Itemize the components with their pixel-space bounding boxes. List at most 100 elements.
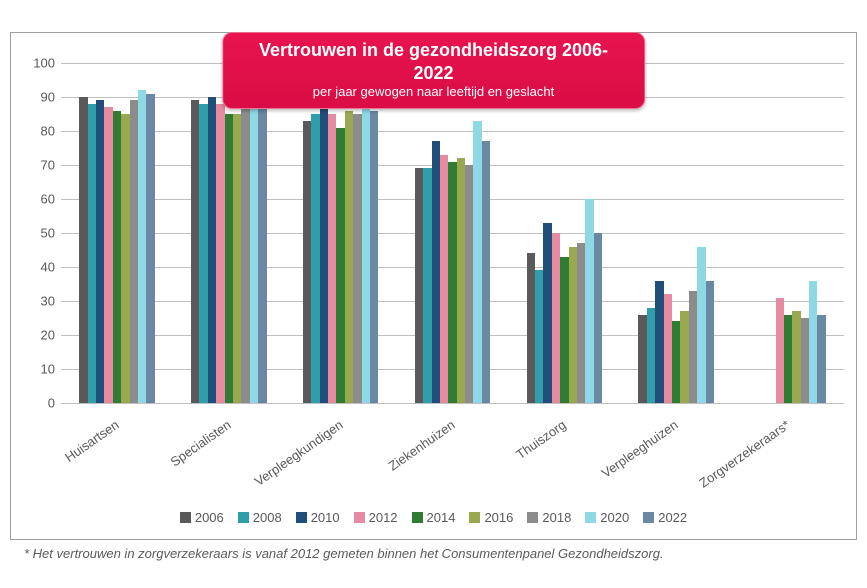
bar <box>594 233 602 403</box>
bar <box>121 114 129 403</box>
legend-item: 2022 <box>643 510 687 525</box>
bar <box>216 104 224 403</box>
chart-subtitle: per jaar gewogen naar leeftijd en geslac… <box>259 84 609 100</box>
legend-label: 2018 <box>542 510 571 525</box>
bar <box>809 281 817 403</box>
bar <box>672 321 680 403</box>
legend-swatch <box>527 512 538 523</box>
bar <box>535 270 543 403</box>
bar <box>225 114 233 403</box>
bar <box>104 107 112 403</box>
y-axis-label: 70 <box>25 158 55 173</box>
legend-item: 2018 <box>527 510 571 525</box>
y-axis-label: 50 <box>25 226 55 241</box>
legend-swatch <box>238 512 249 523</box>
legend-label: 2020 <box>600 510 629 525</box>
bar <box>569 247 577 403</box>
bar <box>303 121 311 403</box>
legend-label: 2006 <box>195 510 224 525</box>
bar <box>113 111 121 403</box>
legend-swatch <box>412 512 423 523</box>
gridline <box>61 403 844 404</box>
bar <box>543 223 551 403</box>
bar <box>208 97 216 403</box>
bar <box>130 100 138 403</box>
y-axis-label: 10 <box>25 362 55 377</box>
legend-label: 2008 <box>253 510 282 525</box>
bar <box>465 165 473 403</box>
bar-group: Huisartsen <box>61 63 173 403</box>
plot-area: 0102030405060708090100HuisartsenSpeciali… <box>61 63 844 403</box>
legend-swatch <box>643 512 654 523</box>
legend: 200620082010201220142016201820202022 <box>11 510 856 525</box>
bar <box>482 141 490 403</box>
bar <box>792 311 800 403</box>
bar <box>362 90 370 403</box>
bar <box>784 315 792 403</box>
bar <box>647 308 655 403</box>
bar <box>432 141 440 403</box>
y-axis-label: 100 <box>25 56 55 71</box>
bar-group: Verpleegkundigen <box>285 63 397 403</box>
y-axis-label: 20 <box>25 328 55 343</box>
bar <box>241 107 249 403</box>
bar <box>199 104 207 403</box>
legend-item: 2006 <box>180 510 224 525</box>
bar <box>353 114 361 403</box>
bar <box>311 114 319 403</box>
bar <box>585 199 593 403</box>
bar <box>552 233 560 403</box>
bar-groups: HuisartsenSpecialistenVerpleegkundigenZi… <box>61 63 844 403</box>
bar <box>664 294 672 403</box>
bar <box>336 128 344 403</box>
legend-item: 2010 <box>296 510 340 525</box>
y-axis-label: 80 <box>25 124 55 139</box>
bar <box>415 168 423 403</box>
legend-item: 2012 <box>354 510 398 525</box>
bar <box>328 114 336 403</box>
bar <box>138 90 146 403</box>
legend-label: 2010 <box>311 510 340 525</box>
bar <box>706 281 714 403</box>
bar-group: Verpleeghuizen <box>620 63 732 403</box>
y-axis-label: 90 <box>25 90 55 105</box>
bar <box>560 257 568 403</box>
bar <box>146 94 154 403</box>
bar <box>440 155 448 403</box>
bar <box>345 111 353 403</box>
legend-swatch <box>354 512 365 523</box>
legend-item: 2014 <box>412 510 456 525</box>
y-axis-label: 40 <box>25 260 55 275</box>
bar <box>689 291 697 403</box>
bar <box>250 94 258 403</box>
chart-container: Vertrouwen in de gezondheidszorg 2006-20… <box>10 32 857 561</box>
legend-swatch <box>469 512 480 523</box>
bar <box>801 318 809 403</box>
bar <box>258 104 266 403</box>
bar <box>423 168 431 403</box>
bar <box>697 247 705 403</box>
bar <box>638 315 646 403</box>
bar-group: Zorgverzekeraars* <box>732 63 844 403</box>
bar <box>776 298 784 403</box>
bar <box>457 158 465 403</box>
legend-label: 2022 <box>658 510 687 525</box>
legend-swatch <box>585 512 596 523</box>
legend-label: 2014 <box>427 510 456 525</box>
bar <box>473 121 481 403</box>
y-axis-label: 30 <box>25 294 55 309</box>
bar <box>655 281 663 403</box>
bar <box>79 97 87 403</box>
bar <box>320 100 328 403</box>
bar <box>577 243 585 403</box>
legend-label: 2012 <box>369 510 398 525</box>
y-axis-label: 60 <box>25 192 55 207</box>
chart-title-pill: Vertrouwen in de gezondheidszorg 2006-20… <box>222 32 646 109</box>
bar <box>96 100 104 403</box>
bar <box>88 104 96 403</box>
bar-group: Thuiszorg <box>508 63 620 403</box>
bar-group: Ziekenhuizen <box>397 63 509 403</box>
legend-swatch <box>296 512 307 523</box>
legend-item: 2008 <box>238 510 282 525</box>
chart-title: Vertrouwen in de gezondheidszorg 2006-20… <box>259 39 609 84</box>
